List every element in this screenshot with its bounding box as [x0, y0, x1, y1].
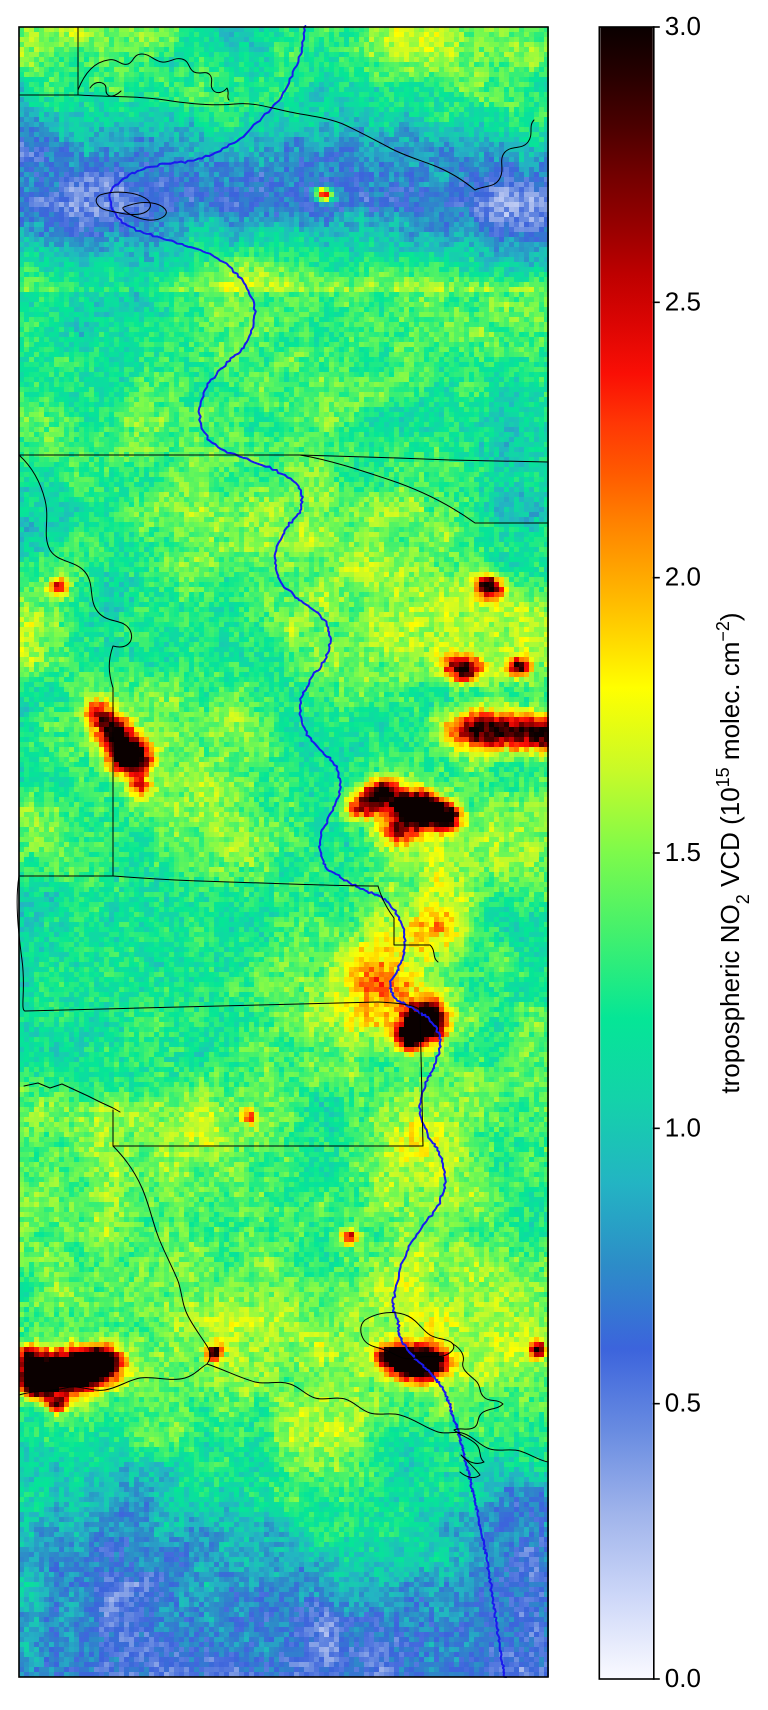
svg-text:0.5: 0.5: [665, 1388, 701, 1418]
svg-text:1.0: 1.0: [665, 1112, 701, 1142]
svg-text:1.5: 1.5: [665, 837, 701, 867]
svg-text:2.0: 2.0: [665, 562, 701, 592]
svg-text:3.0: 3.0: [665, 11, 701, 41]
svg-text:0.0: 0.0: [665, 1663, 701, 1693]
svg-text:tropospheric NO2 VCD (1015 mol: tropospheric NO2 VCD (1015 molec. cm−2): [713, 612, 753, 1093]
svg-text:2.5: 2.5: [665, 286, 701, 316]
